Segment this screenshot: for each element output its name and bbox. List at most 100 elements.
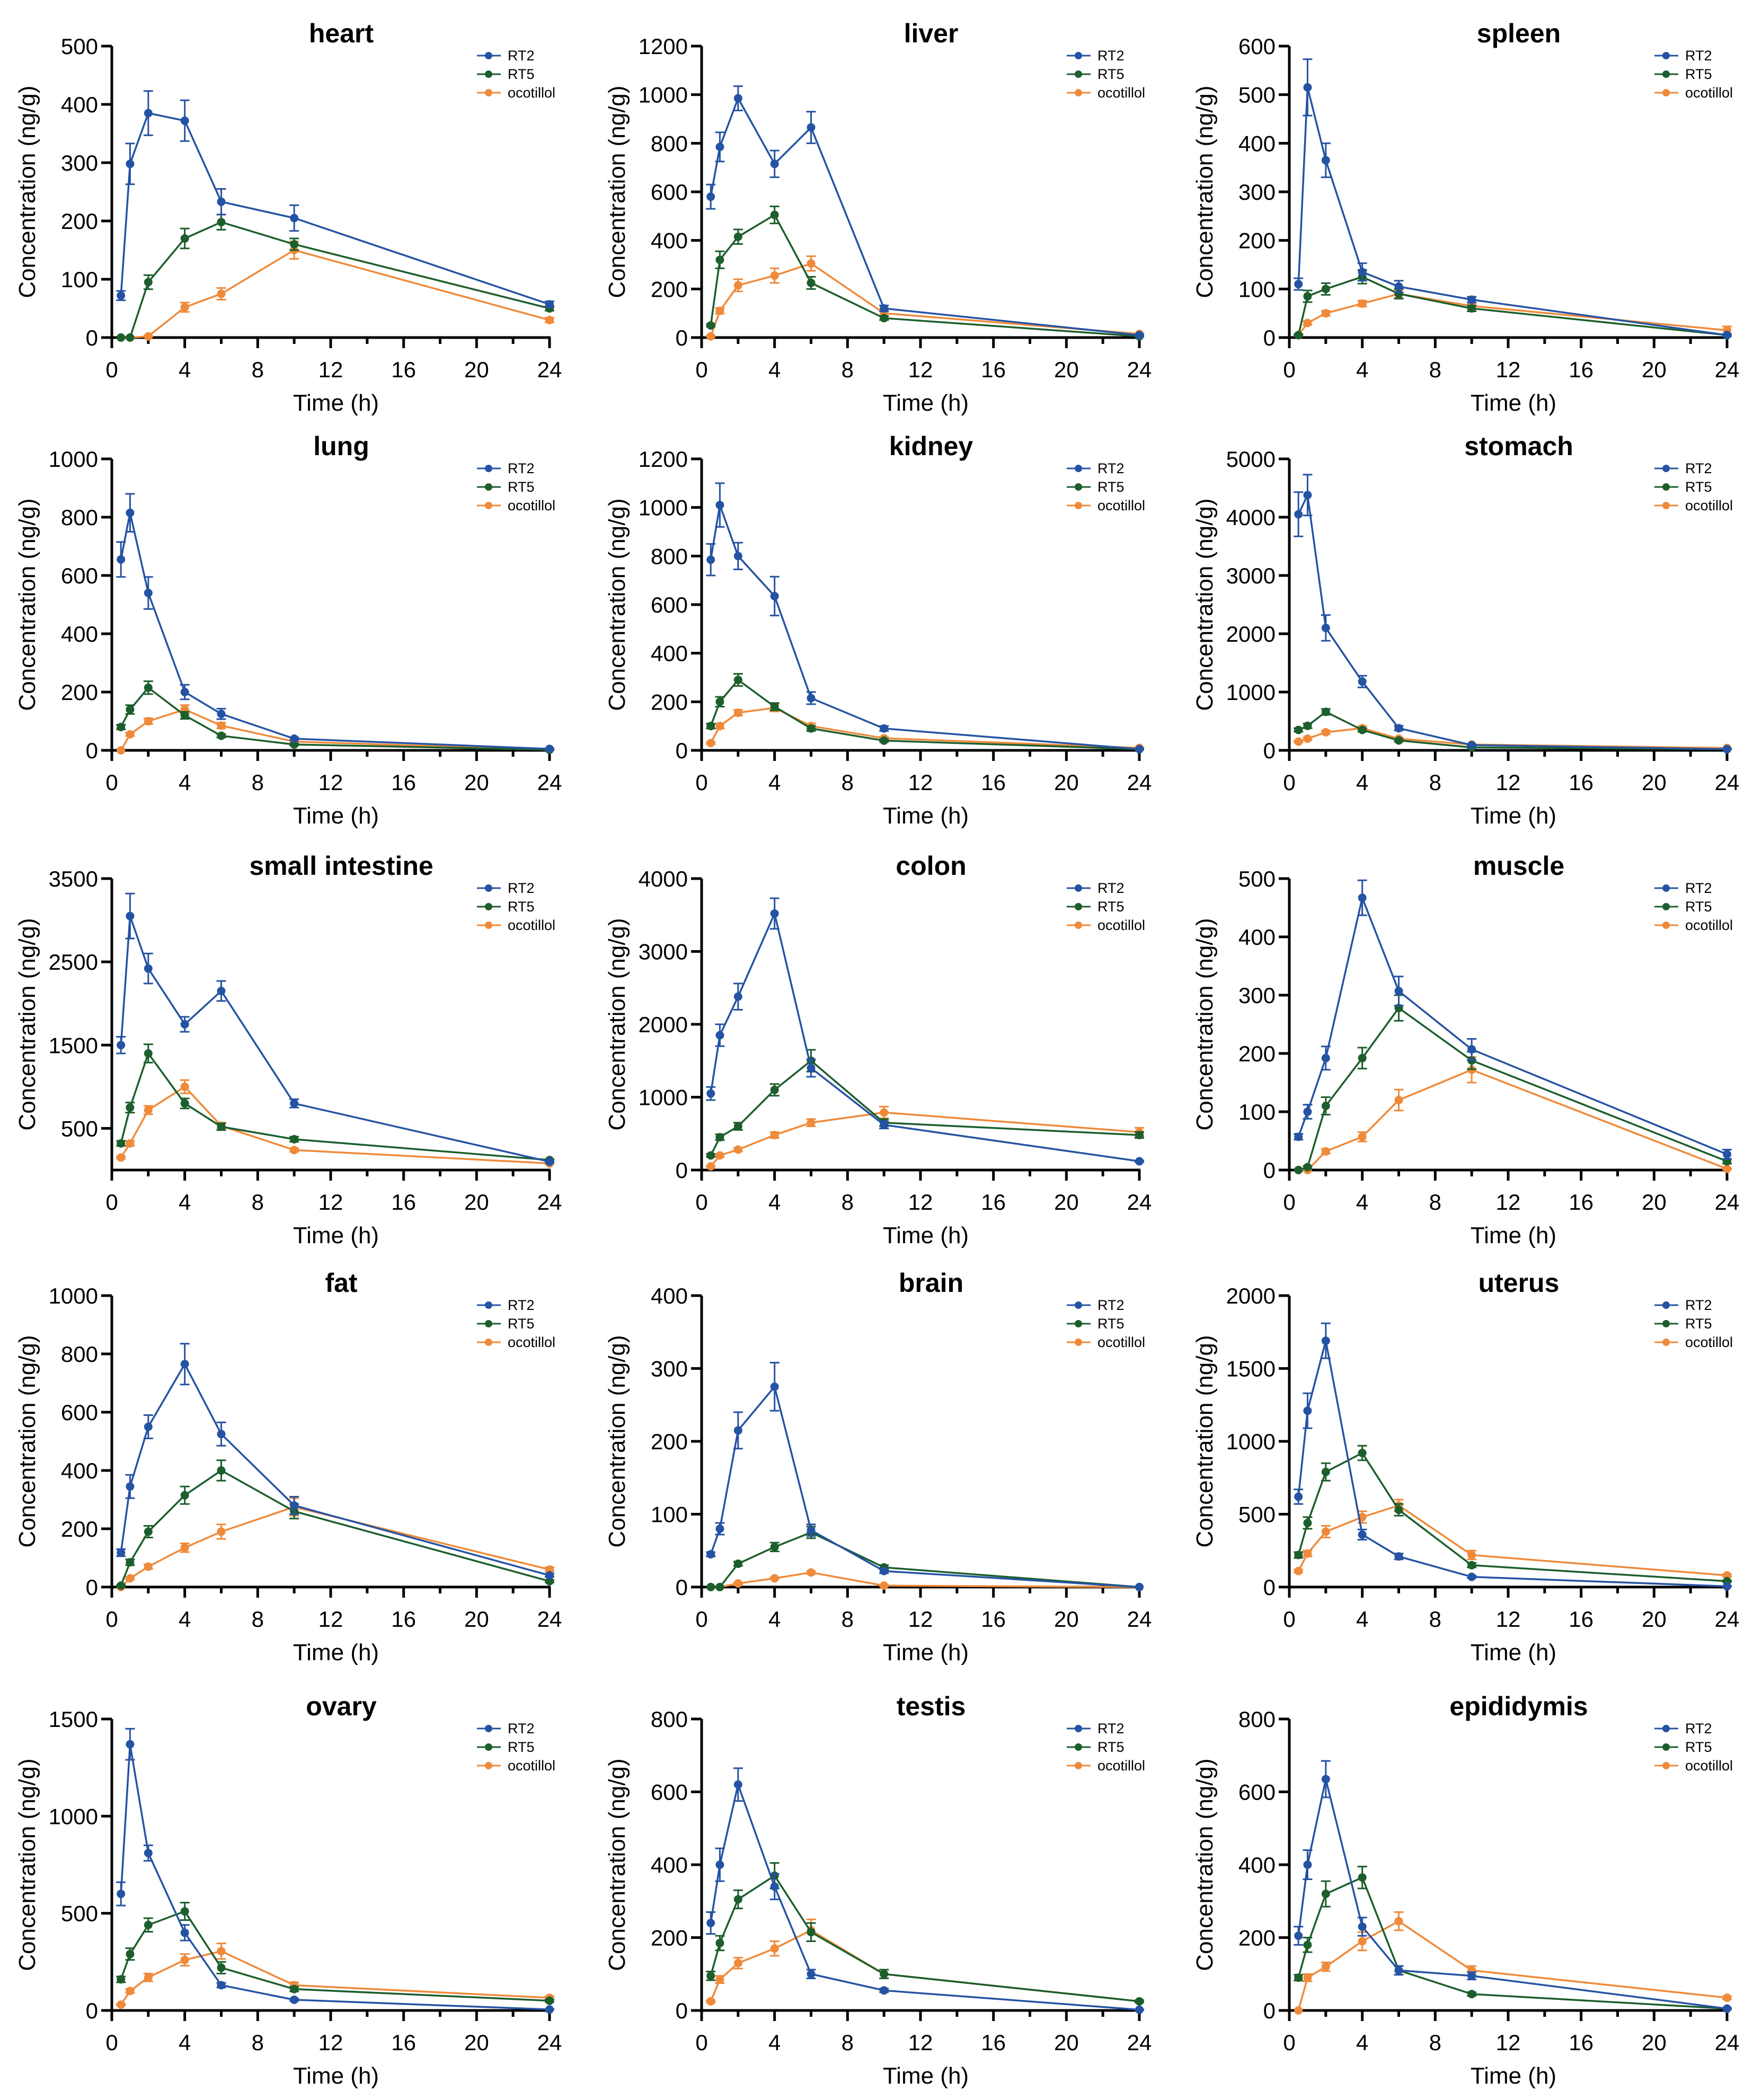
- legend: RT2 RT5 ocotillol: [477, 1721, 555, 1774]
- data-point-ocotillol: [706, 1997, 715, 2006]
- chart-panel-fat: fat 0 200 400 600 800 1000 0 4 8 12 16 20 24 Time (h) C…: [0, 1250, 583, 1668]
- y-tick-label: 1000: [49, 1804, 98, 1829]
- legend-marker: [485, 1743, 492, 1751]
- data-point-RT2: [1303, 83, 1312, 92]
- legend: RT2 RT5 ocotillol: [1654, 1297, 1733, 1350]
- data-point-ocotillol: [144, 1105, 153, 1114]
- data-point-ocotillol: [770, 1944, 779, 1953]
- data-point-RT5: [144, 278, 153, 287]
- series-RT5: [116, 1459, 554, 1590]
- x-tick-label: 0: [695, 770, 707, 795]
- y-tick-label: 400: [651, 1853, 688, 1877]
- series-RT2: [1294, 58, 1732, 340]
- legend: RT2 RT5 ocotillol: [1067, 1721, 1145, 1774]
- y-tick-label: 800: [61, 505, 98, 530]
- data-point-RT2: [144, 964, 153, 973]
- data-point-RT2: [807, 1526, 816, 1535]
- data-point-RT2: [117, 1041, 126, 1050]
- legend-marker: [485, 483, 492, 491]
- legend-label: ocotillol: [1097, 498, 1145, 513]
- series-RT2: [1294, 474, 1732, 754]
- y-tick-label: 100: [1238, 1100, 1276, 1124]
- data-point-RT2: [1303, 1107, 1312, 1116]
- data-point-ocotillol: [217, 289, 226, 298]
- data-point-RT5: [1394, 1505, 1403, 1514]
- series-ocotillol: [117, 1497, 554, 1591]
- data-point-RT5: [144, 1920, 153, 1929]
- data-point-ocotillol: [706, 332, 715, 341]
- chart-title: fat: [325, 1268, 357, 1298]
- legend-marker: [485, 1320, 492, 1327]
- legend-marker: [1662, 70, 1670, 78]
- legend-label: RT2: [1685, 1297, 1712, 1313]
- x-tick-label: 4: [1356, 770, 1368, 795]
- x-tick-label: 0: [1283, 1607, 1295, 1632]
- data-point-ocotillol: [715, 1975, 724, 1984]
- data-point-RT2: [1394, 724, 1403, 733]
- data-point-RT5: [217, 1122, 226, 1131]
- x-tick-label: 12: [1496, 1190, 1521, 1215]
- legend: RT2 RT5 ocotillol: [477, 880, 555, 933]
- data-point-ocotillol: [1321, 1527, 1330, 1536]
- data-point-RT2: [770, 160, 779, 169]
- legend-marker: [1662, 483, 1670, 491]
- data-point-ocotillol: [1321, 1147, 1330, 1156]
- data-point-RT2: [117, 1548, 126, 1557]
- data-point-ocotillol: [715, 722, 724, 731]
- chart-panel-lung: lung 0 200 400 600 800 1000 0 4 8 12 16 20 24 Time (h)…: [0, 413, 583, 831]
- x-tick-label: 20: [1054, 1607, 1079, 1632]
- series-RT2: [706, 482, 1144, 754]
- data-point-ocotillol: [1723, 1164, 1731, 1173]
- chart-title: kidney: [889, 431, 973, 461]
- x-tick-label: 8: [842, 357, 854, 382]
- x-axis-label: Time (h): [1471, 1222, 1556, 1248]
- y-tick-label: 600: [651, 592, 688, 617]
- x-tick-label: 8: [252, 1607, 264, 1632]
- chart-panel-stomach: stomach 0 1000 2000 3000 4000 5000 0 4 8 12 16 20 24 T…: [1177, 413, 1753, 831]
- y-tick-label: 400: [61, 622, 98, 646]
- data-point-RT5: [117, 1139, 126, 1148]
- data-point-RT2: [1723, 2004, 1731, 2013]
- legend-marker: [485, 465, 492, 472]
- legend-marker: [1662, 89, 1670, 96]
- data-point-RT2: [706, 1550, 715, 1559]
- data-point-RT2: [1467, 1971, 1476, 1980]
- data-point-ocotillol: [545, 316, 554, 324]
- data-point-RT5: [733, 676, 742, 685]
- y-tick-label: 1000: [49, 1283, 98, 1308]
- data-point-RT5: [117, 333, 126, 342]
- data-point-RT5: [1467, 1990, 1476, 1999]
- chart-svg: heart 0 100 200 300 400 500 0 4 8 12 16 20 24 Time (h)…: [14, 19, 562, 416]
- data-point-RT2: [1294, 1492, 1303, 1501]
- x-tick-label: 0: [105, 770, 118, 795]
- x-tick-label: 16: [391, 1607, 416, 1632]
- x-tick-label: 16: [1569, 2030, 1593, 2055]
- series-ocotillol: [706, 1105, 1144, 1171]
- y-tick-label: 1200: [639, 447, 688, 472]
- series-RT2: [706, 1362, 1144, 1591]
- legend-label: ocotillol: [1685, 917, 1733, 933]
- x-tick-label: 20: [1642, 2030, 1667, 2055]
- y-tick-label: 800: [651, 131, 688, 156]
- legend-marker: [1075, 1725, 1082, 1732]
- series-line-RT2: [1297, 492, 1728, 750]
- data-point-RT5: [180, 234, 189, 243]
- data-point-ocotillol: [1321, 1962, 1330, 1971]
- chart-title: uterus: [1478, 1268, 1560, 1298]
- data-point-RT5: [126, 1103, 135, 1112]
- data-point-RT2: [1358, 1922, 1367, 1931]
- data-point-RT2: [1467, 1045, 1476, 1054]
- y-tick-label: 200: [651, 689, 688, 714]
- x-tick-label: 0: [1283, 2030, 1295, 2055]
- data-point-RT5: [807, 1928, 816, 1937]
- series-RT2: [1294, 879, 1732, 1160]
- x-axis-label: Time (h): [883, 1640, 969, 1665]
- series-RT2: [116, 493, 554, 754]
- x-axis-label: Time (h): [293, 803, 379, 829]
- y-tick-label: 300: [1238, 983, 1276, 1008]
- data-point-ocotillol: [1294, 737, 1303, 746]
- legend-label: RT5: [1097, 66, 1125, 82]
- data-point-RT2: [1723, 331, 1731, 340]
- series-RT5: [706, 673, 1144, 754]
- data-point-RT5: [770, 210, 779, 219]
